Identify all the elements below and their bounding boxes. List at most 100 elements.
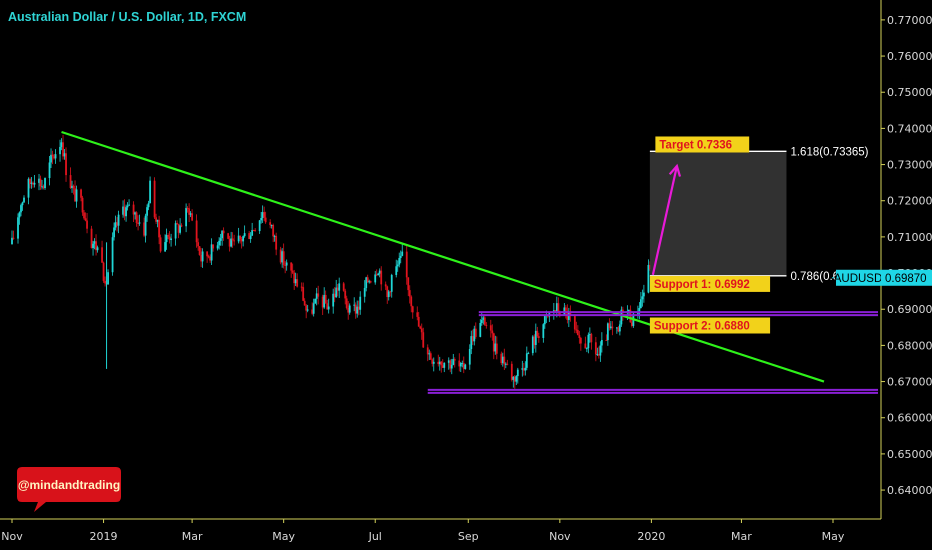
candle-body — [197, 242, 200, 247]
candle-body — [516, 369, 519, 377]
candle-body — [116, 222, 118, 226]
candle-body — [146, 207, 148, 216]
candle-body — [608, 323, 611, 329]
candle-body — [495, 343, 498, 354]
candle-body — [242, 236, 245, 242]
candle-body — [38, 178, 40, 183]
candle-body — [464, 364, 467, 369]
candle-body — [65, 153, 67, 176]
candle-body — [411, 306, 414, 313]
candle-body — [69, 175, 72, 189]
candle-body — [605, 339, 608, 341]
candle-body — [75, 189, 78, 202]
projection-arrow-shaft — [651, 165, 678, 276]
last-price-tag-bg — [881, 269, 932, 286]
candle-body — [384, 284, 387, 287]
candle-body — [506, 363, 509, 365]
candle-body — [321, 296, 324, 308]
candle-body — [432, 361, 435, 364]
x-tick-label: Nov — [1, 530, 23, 543]
symbol-tag: AUDUSD — [834, 273, 883, 285]
candle-body — [198, 246, 201, 255]
candle-body — [149, 180, 151, 204]
candle-body — [230, 238, 233, 247]
candle-body — [588, 334, 591, 336]
candle-body — [449, 360, 452, 369]
y-tick-label: 0.73000 — [887, 159, 932, 172]
candle-body — [315, 293, 318, 299]
candle-body — [527, 353, 530, 355]
candle-body — [609, 326, 612, 329]
candle-body — [144, 215, 147, 236]
candle-body — [293, 272, 296, 284]
y-tick-label: 0.75000 — [887, 86, 932, 99]
candle-body — [281, 251, 284, 263]
candle-body — [50, 154, 52, 163]
y-tick-label: 0.69000 — [887, 303, 932, 316]
candle-body — [396, 264, 399, 267]
candle-body — [377, 273, 380, 276]
candle-body — [459, 363, 462, 367]
y-tick-label: 0.64000 — [887, 484, 932, 497]
candle-body — [515, 376, 518, 382]
candle-body — [575, 329, 578, 331]
candle-body — [369, 281, 372, 283]
candle-body — [305, 305, 308, 311]
candle-body — [326, 303, 329, 310]
candle-body — [186, 207, 189, 209]
projection-arrow-head — [668, 163, 682, 177]
candle-body — [219, 238, 222, 241]
candle-body — [336, 287, 339, 291]
candle-body — [324, 294, 327, 304]
candle-body — [93, 241, 96, 244]
candle-body — [636, 313, 639, 315]
candle-body — [599, 345, 602, 356]
candle-body — [294, 279, 297, 284]
candle-body — [218, 240, 221, 246]
candle-body — [303, 300, 306, 306]
candle-body — [617, 327, 620, 332]
candle-body — [345, 298, 348, 308]
candle-body — [18, 212, 21, 218]
candle-body — [177, 224, 180, 233]
candle-body — [573, 315, 576, 330]
candle-body — [72, 185, 75, 189]
last-price-tag: 0.69870 — [885, 273, 927, 285]
candle-body — [353, 304, 356, 306]
candle-body — [419, 326, 422, 329]
candle-body — [563, 307, 566, 315]
candle-body — [453, 359, 456, 361]
candle-body — [504, 363, 507, 365]
candle-body — [164, 242, 166, 252]
candle-body — [440, 361, 443, 366]
candle-body — [302, 287, 305, 301]
candle-body — [179, 225, 182, 233]
candle-body — [264, 217, 267, 223]
candle-body — [80, 189, 82, 198]
candle-body — [311, 309, 314, 314]
watermark-badge[interactable]: @mindandtrading — [17, 467, 121, 512]
candle-body — [90, 228, 93, 249]
candle-body — [231, 238, 234, 241]
y-tick-label: 0.72000 — [887, 195, 932, 208]
candle-body — [86, 220, 88, 229]
candle-body — [317, 293, 320, 297]
chart-title: Australian Dollar / U.S. Dollar, 1D, FXC… — [8, 10, 246, 24]
candle-body — [258, 220, 261, 232]
candle-body — [285, 262, 288, 266]
candle-body — [627, 309, 630, 312]
candle-body — [63, 153, 66, 157]
candle-body — [491, 330, 494, 334]
candle-body — [180, 225, 183, 227]
candle-body — [398, 257, 401, 265]
candle-body — [159, 237, 162, 252]
candle-body — [479, 322, 482, 337]
candle-body — [470, 336, 473, 349]
candle-body — [138, 222, 141, 224]
candle-body — [408, 290, 411, 297]
candle-body — [282, 251, 285, 265]
candle-body — [147, 203, 150, 208]
candle-body — [557, 303, 560, 312]
